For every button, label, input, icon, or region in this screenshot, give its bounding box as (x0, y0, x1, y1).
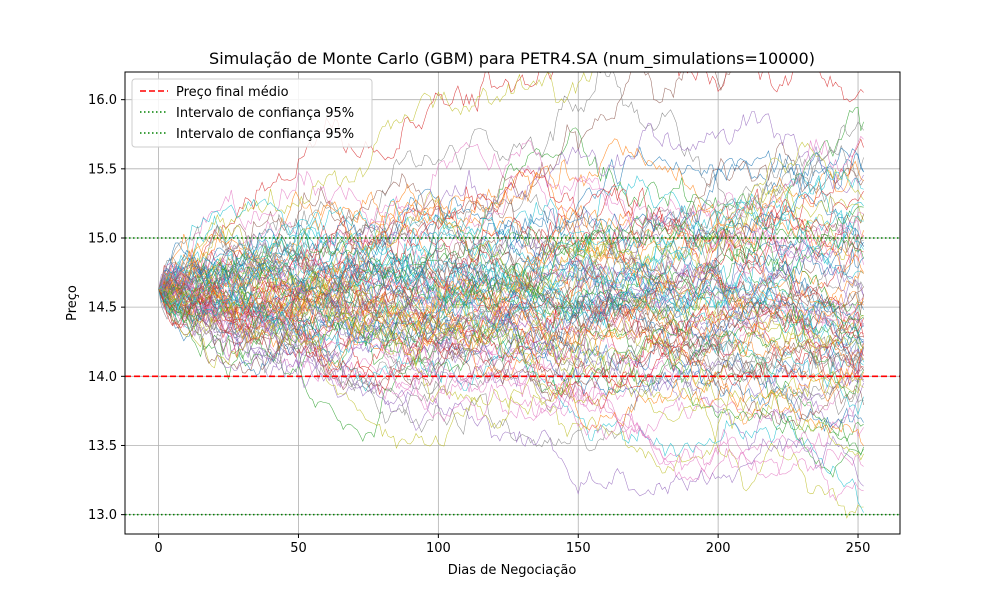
legend-label-mean: Preço final médio (176, 85, 289, 100)
simulation-path-81 (158, 267, 864, 408)
simulation-path-28 (158, 72, 593, 299)
simulation-path-90 (158, 234, 864, 308)
x-tick-label-3: 150 (566, 541, 591, 556)
y-tick-label-4: 15.0 (88, 231, 117, 246)
simulation-path-99 (158, 215, 864, 323)
simulation-path-44 (158, 210, 864, 356)
simulation-path-38 (158, 276, 864, 429)
simulation-path-93 (158, 289, 864, 409)
simulation-path-98 (158, 288, 864, 392)
x-tick-label-0: 0 (154, 541, 162, 556)
plot-frame (124, 71, 901, 535)
simulation-path-73 (158, 269, 864, 389)
simulation-path-52 (158, 282, 864, 478)
simulation-path-67 (158, 243, 864, 381)
y-axis-label: Preço (65, 285, 80, 321)
simulation-path-29 (158, 254, 864, 366)
simulation-path-14 (158, 265, 864, 451)
x-axis-label: Dias de Negociação (448, 563, 577, 578)
x-tick-label-5: 250 (846, 541, 871, 556)
simulation-path-64 (158, 262, 864, 389)
simulation-path-77 (158, 224, 864, 393)
simulation-path-82 (158, 193, 864, 353)
simulation-path-95 (158, 277, 864, 403)
reference-lines (125, 237, 900, 516)
simulation-path-3 (158, 72, 864, 296)
y-tick-label-2: 14.0 (88, 370, 117, 385)
simulation-path-94 (158, 238, 864, 360)
legend-box (131, 78, 373, 148)
simulation-path-75 (158, 257, 864, 376)
simulation-path-62 (158, 260, 864, 398)
simulation-path-80 (158, 250, 864, 360)
simulation-path-49 (158, 172, 864, 290)
simulation-path-51 (158, 234, 864, 446)
legend-label-ci-lower: Intervalo de confiança 95% (176, 127, 354, 142)
simulation-paths (158, 72, 864, 519)
x-tick-label-2: 100 (426, 541, 451, 556)
y-tick-label-5: 15.5 (88, 162, 117, 177)
y-tick-label-6: 16.0 (88, 93, 117, 108)
simulation-path-86 (158, 212, 864, 341)
simulation-path-84 (158, 261, 864, 378)
x-tick-label-1: 50 (290, 541, 307, 556)
legend: Preço final médio Intervalo de confiança… (131, 78, 373, 148)
x-tick-label-4: 200 (706, 541, 731, 556)
simulation-path-39 (158, 198, 864, 311)
simulation-path-56 (158, 272, 864, 423)
y-tick-label-3: 14.5 (88, 301, 117, 316)
simulation-path-88 (158, 249, 864, 461)
simulation-path-66 (158, 284, 864, 501)
simulation-path-70 (158, 262, 864, 389)
chart-title: Simulação de Monte Carlo (GBM) para PETR… (209, 49, 815, 69)
legend-label-ci-upper: Intervalo de confiança 95% (176, 106, 354, 121)
simulation-path-47 (158, 121, 864, 374)
simulation-path-55 (158, 289, 864, 427)
simulation-path-18 (158, 184, 864, 311)
simulation-path-15 (158, 142, 864, 313)
x-axis-ticks: 0 50 100 150 200 250 (154, 534, 870, 556)
simulation-path-92 (158, 219, 864, 328)
simulation-path-7 (158, 72, 864, 291)
y-tick-label-0: 13.0 (88, 508, 117, 523)
simulation-path-65 (158, 213, 864, 327)
simulation-path-48 (158, 141, 864, 344)
simulation-path-85 (158, 239, 864, 380)
y-axis-ticks: 13.0 13.5 14.0 14.5 15.0 15.5 16.0 (88, 93, 125, 523)
simulation-path-97 (158, 193, 864, 331)
y-tick-label-1: 13.5 (88, 439, 117, 454)
simulation-path-6 (158, 165, 864, 290)
simulation-path-89 (158, 168, 864, 353)
simulation-path-87 (158, 158, 864, 395)
simulation-path-9 (158, 238, 864, 372)
